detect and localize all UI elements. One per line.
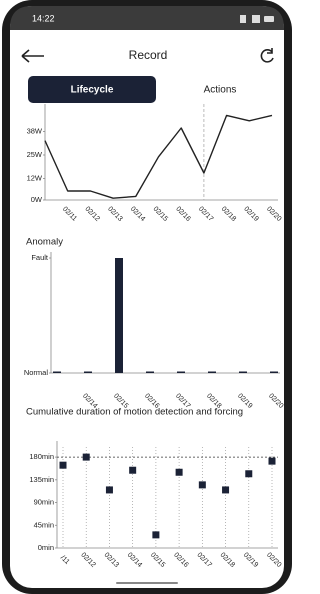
y-tick-label: 0min	[38, 543, 54, 552]
battery-icon	[264, 16, 274, 22]
point	[176, 469, 183, 476]
point	[269, 458, 276, 465]
home-indicator	[116, 582, 178, 584]
bar	[270, 372, 278, 374]
point	[83, 454, 90, 461]
status-icon	[240, 15, 246, 23]
y-tick-label: 0W	[31, 195, 43, 204]
bar	[146, 372, 154, 374]
bar	[115, 258, 123, 373]
phone: 14:22 Record Lifecycle Actions 0W 12W 25W 3…	[0, 0, 294, 594]
bar	[177, 372, 185, 374]
point	[199, 481, 206, 488]
chart-title: Cumulative duration of motion detection …	[26, 407, 243, 418]
status-time: 14:22	[32, 13, 55, 23]
page-title: Record	[129, 48, 168, 62]
status-icon	[252, 15, 260, 23]
y-tick-label: 38W	[27, 127, 43, 136]
y-tick-label: Fault	[31, 253, 49, 262]
point	[152, 531, 159, 538]
bar	[84, 372, 92, 374]
point	[245, 470, 252, 477]
bar	[208, 372, 216, 374]
y-tick-label: 12W	[27, 173, 43, 182]
point	[60, 462, 67, 469]
y-tick-label: Normal	[24, 368, 49, 377]
y-tick-label: 180min	[29, 452, 54, 461]
y-tick-label: 135min	[29, 475, 54, 484]
point	[222, 486, 229, 493]
chart-title: Anomaly	[26, 237, 63, 248]
point	[129, 467, 136, 474]
bar	[53, 372, 61, 374]
tab-label[interactable]: Lifecycle	[71, 85, 114, 96]
bar	[239, 372, 247, 374]
y-tick-label: 25W	[27, 150, 43, 159]
y-tick-label: 90min	[34, 498, 54, 507]
y-tick-label: 45min	[34, 520, 54, 529]
point	[106, 486, 113, 493]
tab-label[interactable]: Actions	[204, 85, 237, 96]
